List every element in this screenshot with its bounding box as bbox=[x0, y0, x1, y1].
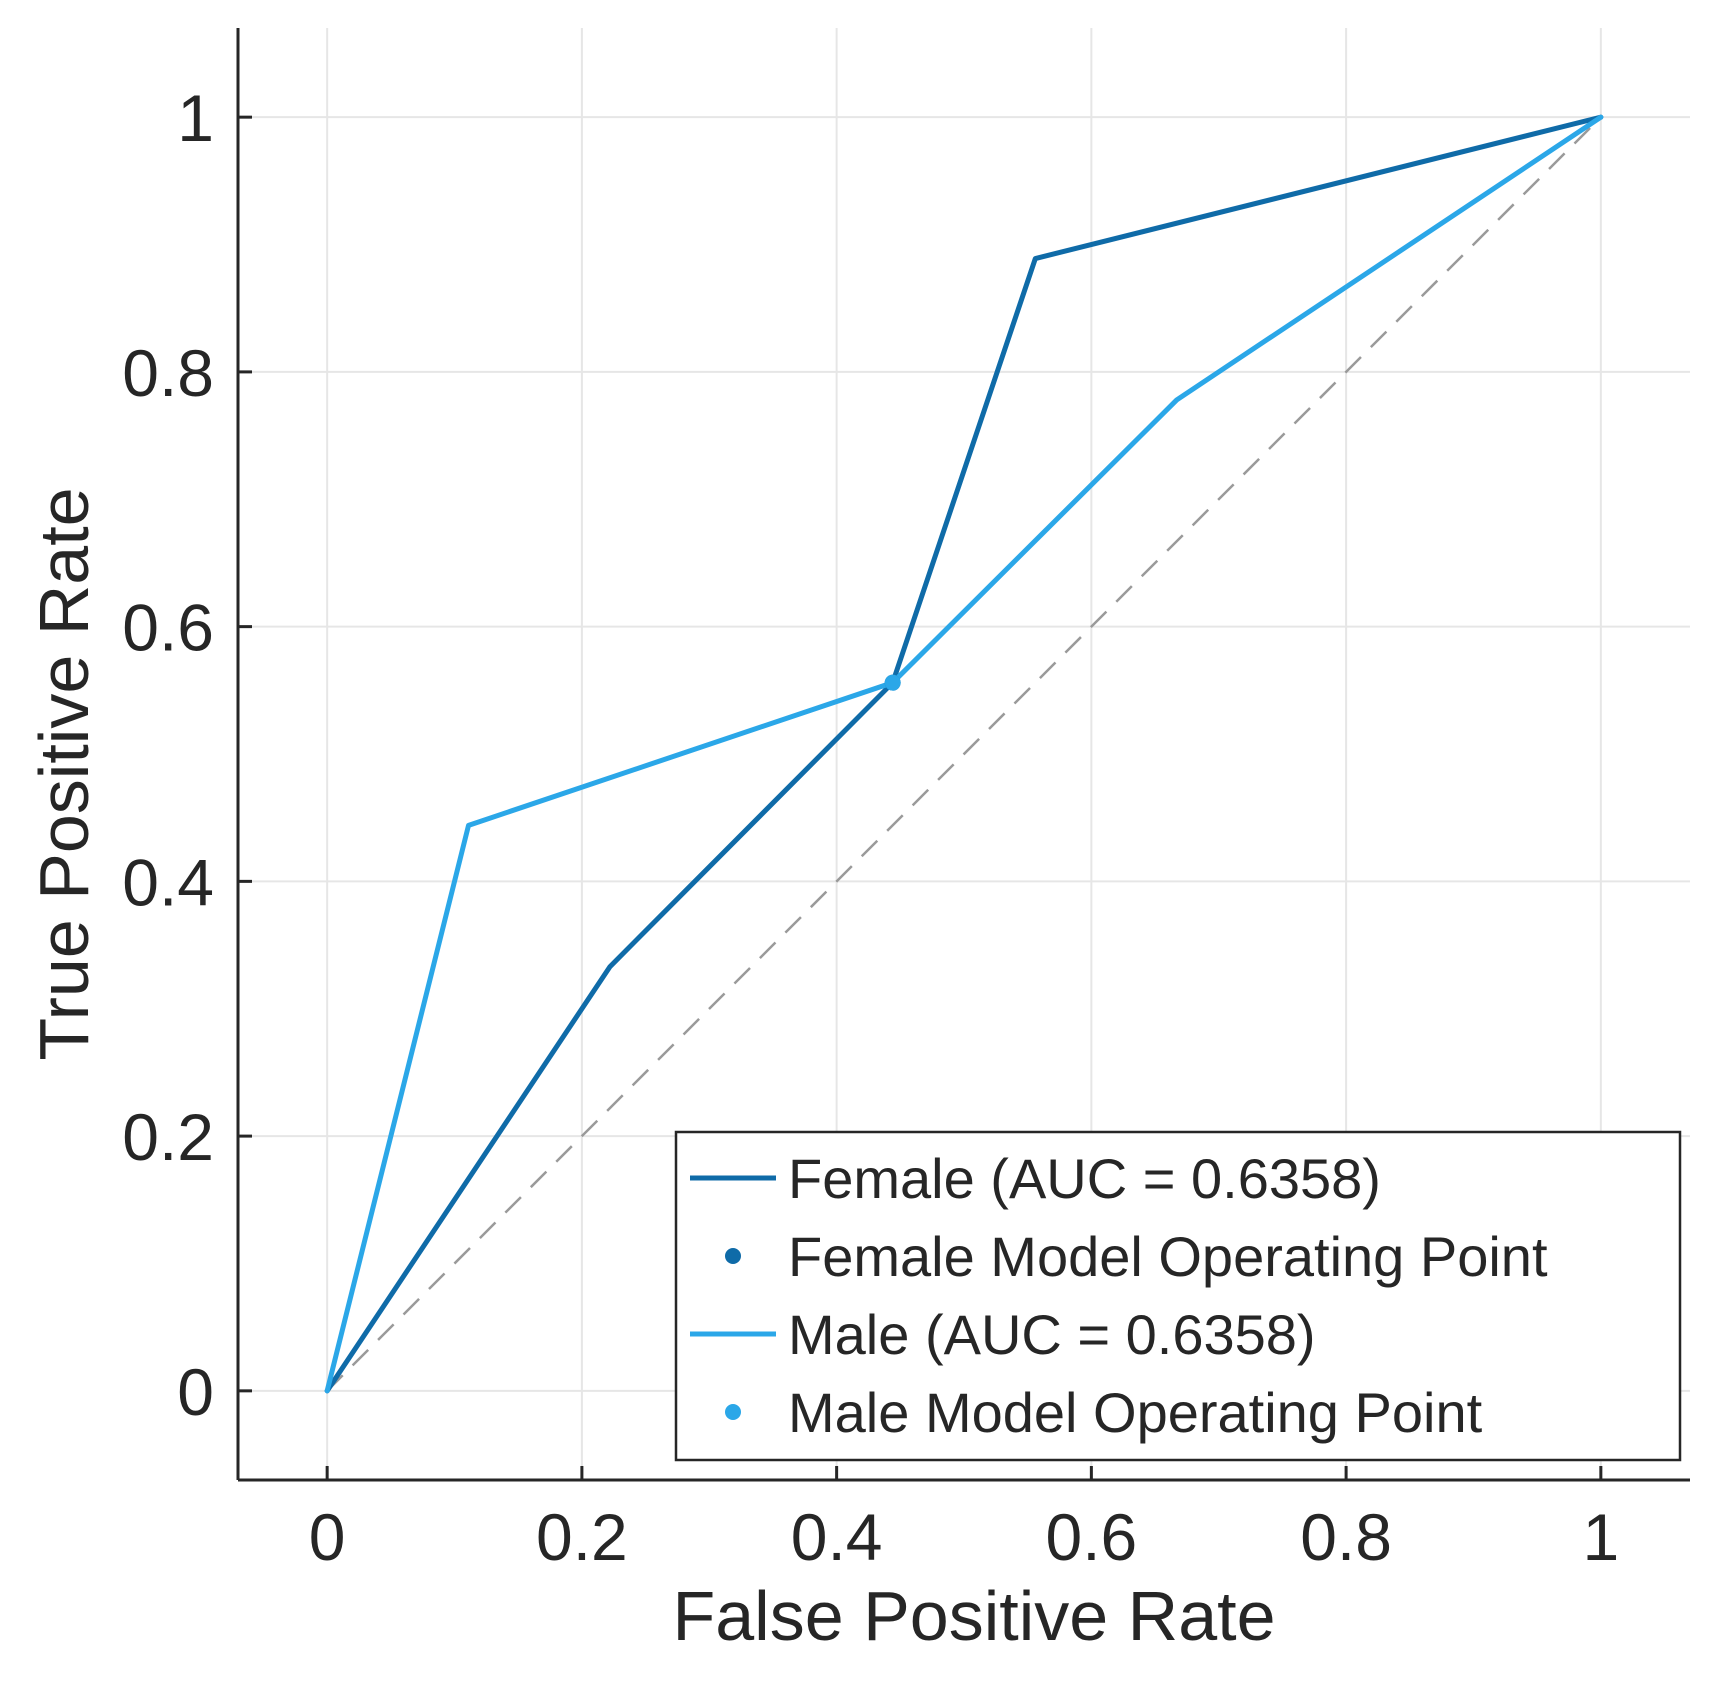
y-tick-label-1: 0.2 bbox=[122, 1100, 214, 1174]
x-tick-label-5: 1 bbox=[1582, 1500, 1619, 1574]
legend-swatch-marker-1 bbox=[725, 1248, 741, 1264]
legend: Female (AUC = 0.6358) Female Model Operat… bbox=[674, 1130, 1682, 1462]
x-tick-label-3: 0.6 bbox=[1045, 1500, 1137, 1574]
operating-points bbox=[884, 674, 901, 691]
x-axis-label: False Positive Rate bbox=[672, 1577, 1275, 1655]
legend-swatch-marker-3 bbox=[725, 1404, 741, 1420]
y-tick-label-0: 0 bbox=[177, 1355, 214, 1429]
x-tick-label-4: 0.8 bbox=[1300, 1500, 1392, 1574]
legend-label-3: Male Model Operating Point bbox=[788, 1381, 1483, 1444]
y-tick-label-2: 0.4 bbox=[122, 845, 214, 919]
x-tick-label-0: 0 bbox=[309, 1500, 346, 1574]
y-axis-label: True Positive Rate bbox=[25, 487, 103, 1060]
legend-box bbox=[674, 1130, 1682, 1462]
y-tick-label-5: 1 bbox=[177, 81, 214, 155]
tick-labels: 0 0.2 0.4 0.6 0.8 1 0 0.2 0.4 0.6 0.8 1 bbox=[122, 81, 1619, 1574]
reference-line bbox=[326, 116, 1602, 1392]
legend-label-2: Male (AUC = 0.6358) bbox=[788, 1303, 1316, 1366]
grid bbox=[238, 28, 1690, 1480]
x-tick-label-2: 0.4 bbox=[791, 1500, 883, 1574]
operating-point-male bbox=[884, 674, 901, 691]
y-tick-label-3: 0.6 bbox=[122, 591, 214, 665]
reference-diagonal bbox=[326, 116, 1602, 1392]
axes bbox=[236, 28, 1690, 1482]
legend-label-1: Female Model Operating Point bbox=[788, 1225, 1548, 1288]
y-tick-label-4: 0.8 bbox=[122, 336, 214, 410]
legend-label-0: Female (AUC = 0.6358) bbox=[788, 1147, 1381, 1210]
x-tick-label-1: 0.2 bbox=[536, 1500, 628, 1574]
